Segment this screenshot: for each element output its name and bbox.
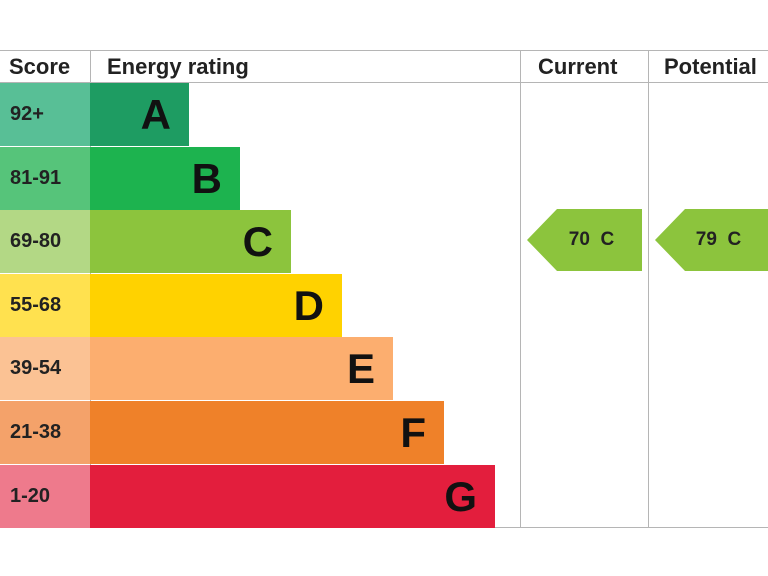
score-range-d: 55-68 — [0, 274, 90, 337]
score-range-f: 21-38 — [0, 401, 90, 464]
rating-bar-c: C — [90, 210, 291, 273]
potential-rating-arrow: 79 C — [655, 209, 768, 271]
top-border — [0, 50, 768, 51]
rating-bar-a: A — [90, 83, 189, 146]
current-column-divider — [520, 50, 521, 528]
rating-letter-e: E — [346, 344, 375, 392]
rating-letter-b: B — [191, 154, 222, 202]
potential-header: Potential — [664, 54, 757, 79]
rating-letter-g: G — [444, 472, 477, 520]
potential-column-divider — [648, 50, 649, 528]
score-range-c: 69-80 — [0, 210, 90, 273]
score-range-b: 81-91 — [0, 147, 90, 210]
score-range-a: 92+ — [0, 83, 90, 146]
energy-rating-header: Energy rating — [107, 54, 249, 79]
score-header: Score — [9, 54, 71, 79]
rating-letter-c: C — [242, 217, 273, 265]
rating-bar-e: E — [90, 337, 393, 400]
score-range-g: 1-20 — [0, 465, 90, 528]
current-rating-label: 70 C — [568, 229, 615, 250]
potential-rating-label: 79 C — [695, 229, 742, 250]
current-header: Current — [538, 54, 618, 79]
rating-letter-a: A — [140, 90, 171, 138]
header-divider — [0, 82, 768, 83]
rating-bar-f: F — [90, 401, 444, 464]
rating-letter-d: D — [293, 281, 324, 329]
score-range-e: 39-54 — [0, 337, 90, 400]
rating-letter-f: F — [400, 408, 426, 456]
rating-bar-g: G — [90, 465, 495, 528]
rating-bar-b: B — [90, 147, 240, 210]
current-rating-arrow: 70 C — [527, 209, 642, 271]
rating-bar-d: D — [90, 274, 342, 337]
